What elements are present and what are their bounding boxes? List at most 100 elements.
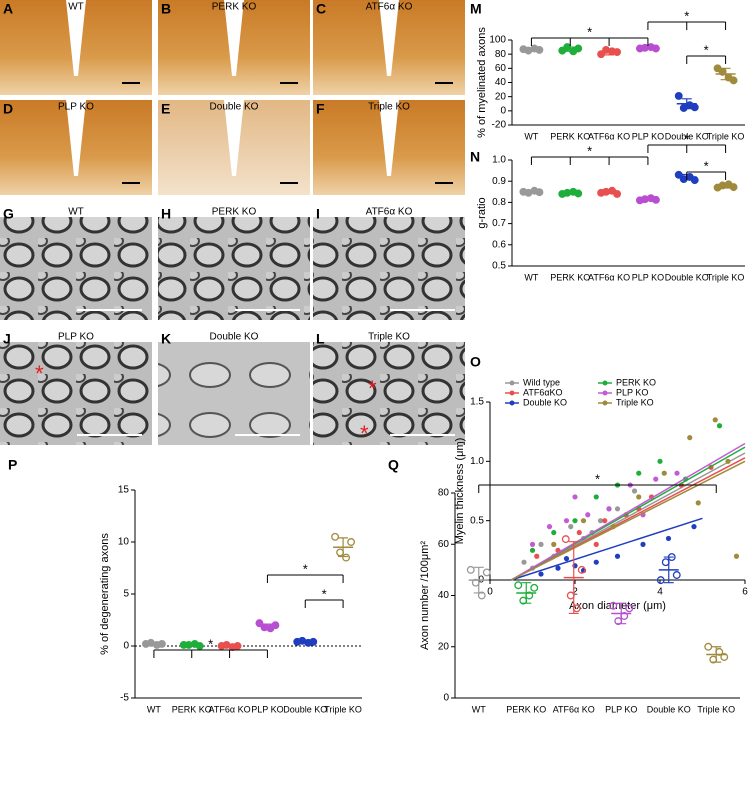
y-tick-label: 1.0 bbox=[492, 155, 506, 166]
x-tick-label: 6 bbox=[742, 587, 748, 598]
y-tick-label: 0 bbox=[123, 641, 129, 652]
scatter-point bbox=[576, 529, 582, 536]
error-bar bbox=[526, 47, 537, 52]
scatter-point bbox=[636, 494, 642, 500]
lesion-marker: * bbox=[35, 361, 44, 386]
x-tick-label: Double KO bbox=[283, 704, 327, 714]
scatter-point bbox=[602, 518, 608, 524]
panel-label: Triple KO bbox=[368, 102, 410, 113]
scatter-point bbox=[665, 535, 672, 542]
x-tick-label: ATF6α KO bbox=[209, 704, 251, 714]
error-bar bbox=[300, 640, 311, 644]
x-tick-label: Double KO bbox=[665, 272, 709, 282]
midline-notch bbox=[66, 0, 86, 76]
y-tick-label: 0 bbox=[500, 105, 506, 116]
y-tick-label: 80 bbox=[495, 49, 507, 60]
x-tick-label: Triple KO bbox=[324, 704, 362, 714]
error-bar bbox=[642, 46, 653, 50]
data-point bbox=[577, 565, 586, 574]
y-tick-label: 40 bbox=[495, 77, 507, 88]
x-tick-label: Triple KO bbox=[697, 704, 735, 714]
data-point bbox=[477, 591, 486, 600]
x-tick-label: PLP KO bbox=[605, 704, 637, 714]
y-tick-label: 5 bbox=[123, 589, 129, 600]
data-point bbox=[271, 621, 280, 630]
x-tick-label: PLP KO bbox=[251, 704, 283, 714]
y-tick-label: 80 bbox=[438, 488, 450, 499]
x-tick-label: 2 bbox=[572, 587, 578, 598]
data-point bbox=[561, 535, 570, 544]
scatter-point bbox=[597, 518, 604, 524]
x-tick-label: PERK KO bbox=[550, 131, 590, 141]
fit-line bbox=[510, 460, 746, 581]
error-bar bbox=[604, 190, 615, 195]
data-point bbox=[331, 532, 340, 541]
panel-letter: K bbox=[161, 331, 171, 347]
scatter-point bbox=[725, 458, 731, 464]
scatter-point bbox=[585, 512, 591, 518]
scatter-point bbox=[631, 488, 638, 494]
x-tick-label: PERK KO bbox=[506, 704, 546, 714]
data-point bbox=[674, 92, 683, 100]
legend-label: Triple KO bbox=[616, 397, 654, 407]
legend-marker bbox=[602, 380, 608, 386]
panel-letter: A bbox=[3, 1, 13, 17]
scatter-point bbox=[614, 553, 621, 559]
x-tick-label: Triple KO bbox=[707, 272, 745, 282]
data-point bbox=[514, 581, 523, 590]
scatter-point bbox=[529, 541, 536, 548]
panel-letter: L bbox=[316, 331, 325, 347]
significance-label: * bbox=[704, 158, 709, 173]
scatter-point bbox=[555, 565, 561, 571]
legend-marker bbox=[509, 400, 515, 406]
y-tick-label: 0.9 bbox=[492, 176, 506, 187]
scatter-point bbox=[712, 417, 718, 423]
panel-label: ATF6α KO bbox=[366, 2, 413, 13]
panel-label: PLP KO bbox=[58, 102, 94, 113]
panel-letter: Q bbox=[388, 457, 399, 473]
legend-label: Wild type bbox=[523, 377, 560, 387]
significance-label: * bbox=[303, 561, 308, 576]
data-point bbox=[609, 601, 618, 610]
panel-letter: C bbox=[316, 1, 326, 17]
panel-label: ATF6α KO bbox=[366, 207, 413, 218]
panel-letter: O bbox=[470, 354, 481, 370]
error-bar bbox=[148, 642, 159, 646]
x-tick-label: PERK KO bbox=[550, 272, 590, 282]
scatter-point bbox=[593, 541, 599, 548]
scatter-point bbox=[580, 518, 587, 524]
lesion-marker: * bbox=[368, 376, 377, 401]
significance-label: * bbox=[704, 42, 709, 57]
x-tick-label: Triple KO bbox=[707, 131, 745, 141]
scatter-point bbox=[716, 423, 723, 429]
x-tick-label: Double KO bbox=[647, 704, 691, 714]
significance-bracket bbox=[153, 649, 268, 658]
error-bar bbox=[526, 190, 537, 194]
legend-marker bbox=[602, 400, 608, 406]
data-point bbox=[704, 642, 713, 651]
error-bar bbox=[565, 46, 576, 52]
significance-bracket bbox=[647, 21, 727, 30]
scatter-point bbox=[534, 553, 540, 559]
data-point bbox=[336, 548, 345, 557]
y-axis-label: g-ratio bbox=[476, 197, 488, 228]
panel-letter: N bbox=[470, 149, 480, 165]
x-tick-label: ATF6α KO bbox=[588, 131, 630, 141]
em-image bbox=[313, 217, 465, 320]
significance-label: * bbox=[587, 143, 592, 158]
data-point bbox=[466, 565, 475, 574]
y-tick-label: -20 bbox=[492, 120, 507, 131]
panel-letter: J bbox=[3, 331, 11, 347]
scatter-point bbox=[687, 435, 693, 441]
data-point bbox=[690, 103, 699, 112]
error-bar bbox=[521, 582, 532, 604]
data-point bbox=[530, 583, 539, 592]
data-point bbox=[195, 642, 204, 650]
legend-label: ATF6αKO bbox=[523, 387, 563, 397]
scatter-point bbox=[593, 559, 599, 565]
fit-line bbox=[511, 517, 703, 581]
x-tick-label: 0 bbox=[487, 587, 493, 598]
midline-notch bbox=[66, 100, 86, 176]
x-tick-label: PERK KO bbox=[172, 704, 212, 714]
panel-letter: M bbox=[470, 1, 482, 17]
